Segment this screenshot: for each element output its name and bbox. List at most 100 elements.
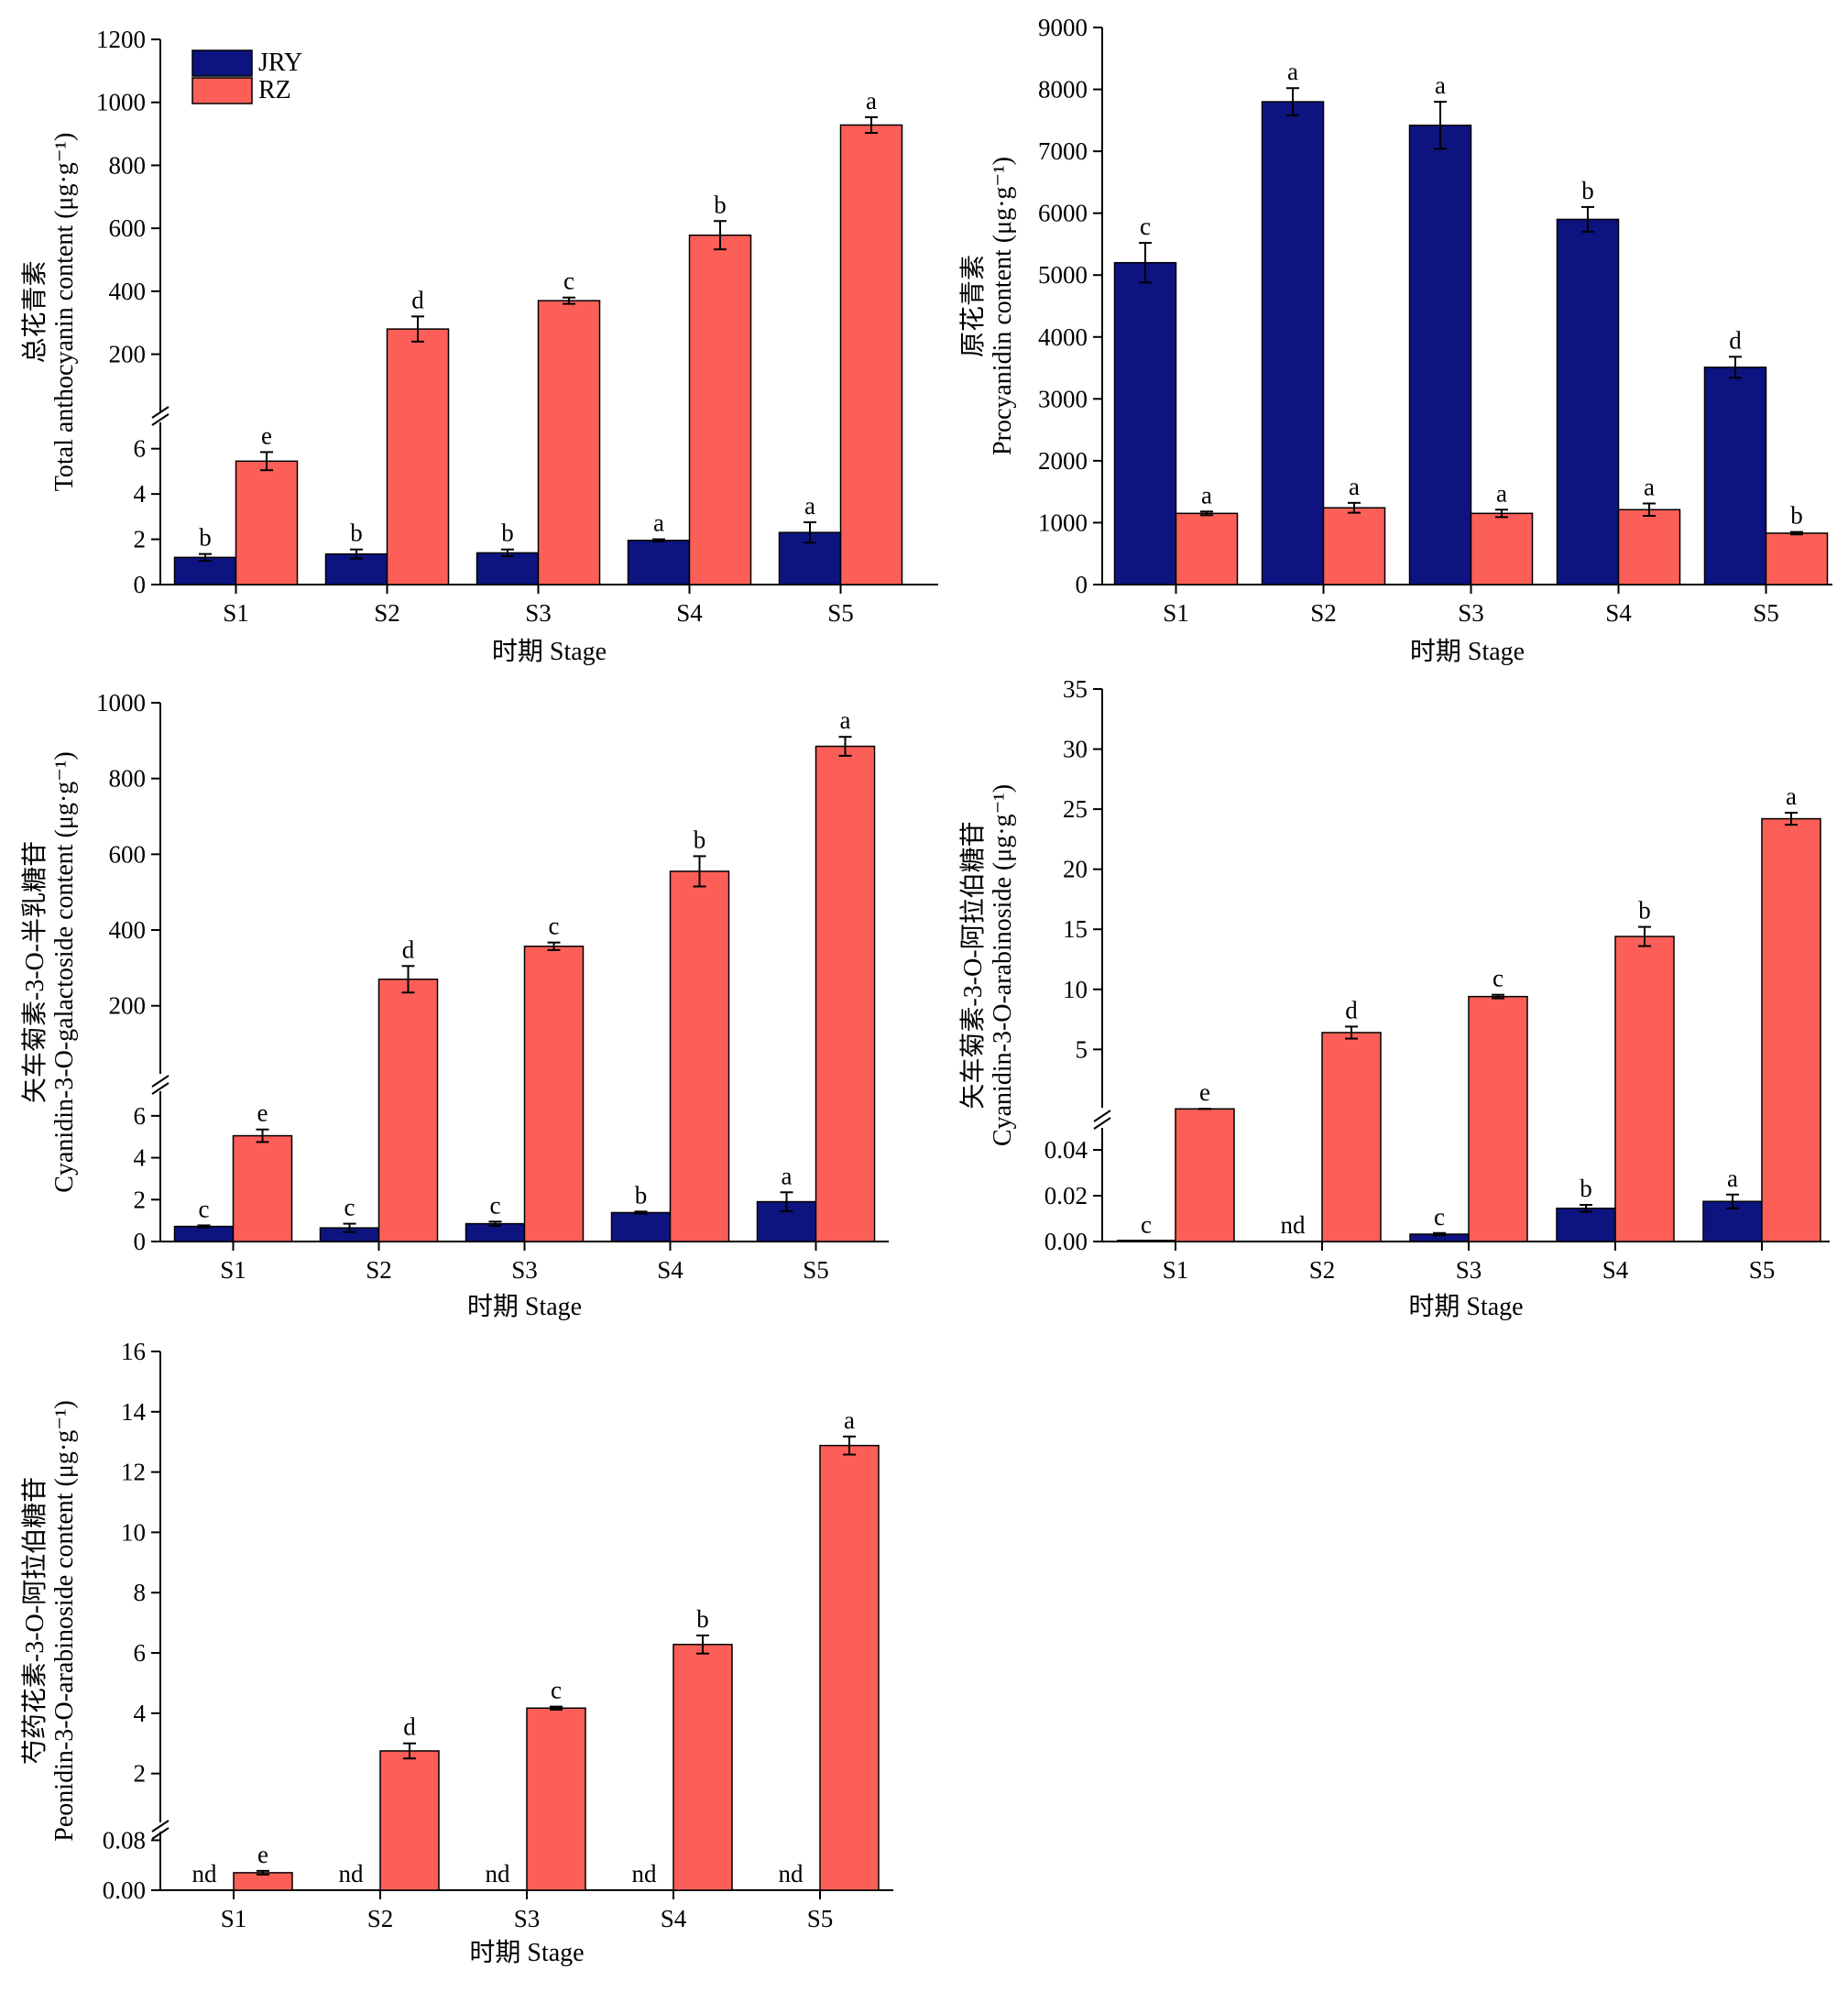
bar-rz-s2 — [377, 979, 439, 1242]
x-tick-label: S5 — [807, 1905, 834, 1932]
bar-jry-s4 — [627, 540, 691, 585]
chart-panel-5: 0.000.08246810121416S1ndeS2nddS3ndcS4ndb… — [20, 1338, 893, 1967]
bar-jry-s4 — [610, 1211, 672, 1242]
y-tick-label: 6 — [134, 1102, 147, 1130]
y-tick-label: 800 — [109, 765, 147, 793]
bar-rz-s4 — [1614, 935, 1675, 1242]
y-tick-label: 1000 — [96, 689, 146, 717]
significance-label: nd — [779, 1860, 804, 1887]
significance-label: a — [804, 492, 815, 520]
y-tick-label: 5000 — [1038, 261, 1088, 289]
significance-label: a — [1201, 481, 1212, 509]
significance-label: c — [199, 1195, 210, 1222]
significance-label: e — [261, 421, 272, 449]
y-tick-label: 0.02 — [1044, 1182, 1088, 1209]
y-tick-label: 2 — [134, 526, 147, 553]
significance-label: c — [1493, 965, 1504, 992]
significance-label: b — [714, 191, 727, 218]
axis-break-mark — [151, 1820, 169, 1832]
bar-jry-s3 — [476, 552, 540, 585]
y-tick-label: 200 — [109, 992, 147, 1020]
y-tick-label: 400 — [109, 278, 147, 305]
y-tick-label: 30 — [1063, 736, 1088, 763]
chart-panel-2: 0 1000 2000 3000 4000 5000 6000 7000 8000 9000 S1 c… — [958, 14, 1832, 666]
y-tick-label: 2 — [134, 1760, 147, 1788]
x-tick-label: S2 — [1309, 1256, 1336, 1284]
y-axis-title-en: Procyanidin content (μg·g⁻¹) — [989, 157, 1017, 455]
significance-label: nd — [339, 1860, 365, 1887]
bar-rz-s2 — [386, 328, 450, 585]
significance-label: a — [1644, 474, 1655, 501]
bar-rz-s2 — [379, 1750, 440, 1891]
bar-jry-s4 — [1556, 1208, 1616, 1242]
bar-jry-s5 — [1703, 366, 1767, 585]
y-axis-title-cn: 矢车菊素-3-O-半乳糖苷 — [20, 841, 49, 1103]
y-tick-label: 4 — [134, 1144, 147, 1172]
significance-label: b — [1580, 1175, 1592, 1202]
y-tick-label: 200 — [109, 341, 147, 368]
x-axis-title: 时期 Stage — [469, 1938, 584, 1967]
y-tick-label: 0.08 — [103, 1826, 146, 1854]
axis-break-mark — [1093, 1110, 1111, 1122]
significance-label: b — [635, 1181, 648, 1209]
x-tick-label: S3 — [511, 1256, 538, 1284]
bar-rz-s1 — [232, 1134, 293, 1242]
chart-panel-1: 0 2 4 6 200 400 600 800 1000 1200 S1 b e S2 b d S3 b c S4 a b… — [20, 26, 938, 666]
significance-label: b — [501, 520, 514, 547]
y-tick-label: 1200 — [96, 26, 146, 53]
bar-rz-s1 — [1175, 512, 1239, 585]
significance-label: a — [866, 87, 877, 115]
y-tick-label: 0.00 — [103, 1876, 146, 1904]
significance-label: b — [1638, 897, 1651, 924]
bar-jry-s4 — [1556, 218, 1620, 585]
x-tick-label: S1 — [1163, 599, 1189, 627]
y-tick-label: 4000 — [1038, 323, 1088, 351]
legend-swatch-rz — [191, 77, 253, 104]
bar-rz-s3 — [537, 300, 601, 585]
significance-label: a — [1727, 1165, 1738, 1192]
y-tick-label: 20 — [1063, 856, 1088, 883]
y-tick-label: 2 — [134, 1186, 147, 1213]
legend-swatch-jry — [191, 49, 253, 77]
bar-rz-s4 — [1617, 509, 1681, 585]
bar-rz-s5 — [819, 1444, 880, 1891]
y-tick-label: 12 — [121, 1459, 146, 1486]
axis-break-mark — [1093, 1117, 1111, 1130]
bar-rz-s3 — [523, 946, 585, 1242]
significance-label: c — [1141, 1211, 1152, 1239]
bar-rz-s5 — [815, 745, 876, 1242]
y-tick-label: 0 — [134, 1228, 147, 1255]
y-tick-label: 14 — [121, 1398, 147, 1426]
y-tick-label: 3000 — [1038, 385, 1088, 412]
significance-label: c — [563, 268, 574, 295]
significance-label: e — [1199, 1078, 1210, 1106]
significance-label: a — [782, 1162, 793, 1189]
x-tick-label: S5 — [827, 599, 854, 627]
y-tick-label: 25 — [1063, 795, 1088, 823]
axis-break-mark — [151, 1075, 169, 1088]
significance-label: d — [1729, 326, 1742, 354]
y-axis-title-cn: 总花青素 — [20, 260, 49, 363]
x-tick-label: S1 — [220, 1256, 246, 1284]
y-tick-label: 600 — [109, 214, 147, 242]
y-tick-label: 1000 — [1038, 509, 1088, 536]
x-axis-title: 时期 Stage — [492, 637, 607, 666]
significance-label: c — [551, 1677, 562, 1704]
significance-label: a — [653, 509, 664, 537]
y-tick-label: 800 — [109, 151, 147, 179]
y-tick-label: 10 — [121, 1518, 146, 1546]
y-tick-label: 6000 — [1038, 200, 1088, 227]
bar-jry-s3 — [1408, 124, 1472, 585]
y-tick-label: 4 — [134, 1700, 147, 1727]
y-tick-label: 0.04 — [1044, 1136, 1088, 1164]
significance-label: a — [1435, 71, 1446, 99]
significance-label: a — [840, 706, 851, 734]
x-tick-label: S1 — [223, 599, 249, 627]
significance-label: d — [402, 935, 415, 963]
x-tick-label: S2 — [374, 599, 400, 627]
x-tick-label: S1 — [1163, 1256, 1189, 1284]
x-tick-label: S3 — [514, 1905, 541, 1932]
y-tick-label: 6 — [134, 1639, 147, 1667]
